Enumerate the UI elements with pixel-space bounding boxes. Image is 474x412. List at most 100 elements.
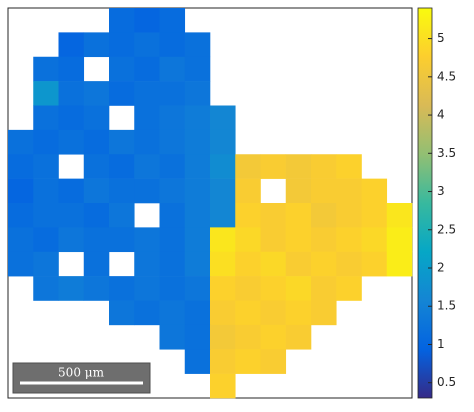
cell	[210, 251, 236, 277]
cell	[134, 251, 160, 277]
cell	[210, 373, 236, 399]
cell	[336, 178, 362, 204]
cell	[83, 178, 110, 204]
cell	[109, 276, 135, 301]
cell	[33, 154, 59, 179]
cell	[336, 227, 362, 253]
cell	[210, 129, 236, 155]
cell	[134, 300, 160, 326]
cell	[83, 105, 110, 131]
cell	[386, 203, 413, 228]
cell	[184, 203, 211, 228]
cell	[134, 81, 160, 106]
cell	[159, 324, 186, 350]
cell	[134, 105, 160, 131]
colorbar-tick-label: 4.5	[437, 69, 456, 83]
cell	[184, 178, 211, 204]
cell	[33, 251, 59, 277]
cell	[58, 105, 85, 131]
cell	[83, 81, 110, 106]
cell	[184, 81, 211, 106]
cell	[8, 227, 34, 253]
cell	[235, 227, 261, 253]
cell	[134, 154, 160, 179]
cell	[109, 154, 135, 179]
cell	[311, 154, 337, 179]
cell	[336, 203, 362, 228]
cell	[8, 178, 34, 204]
cell	[210, 324, 236, 350]
cell	[235, 300, 261, 326]
cell	[285, 203, 312, 228]
cell	[361, 203, 388, 228]
cell	[58, 56, 85, 82]
cell	[361, 227, 388, 253]
cell	[58, 32, 85, 58]
cell	[260, 324, 287, 350]
cell	[184, 300, 211, 326]
cell	[134, 227, 160, 253]
cell	[260, 276, 287, 301]
cell	[159, 129, 186, 155]
cell	[184, 56, 211, 82]
cell	[33, 227, 59, 253]
cell	[336, 154, 362, 179]
cell	[109, 56, 135, 82]
colorbar-tick-label: 5	[437, 31, 445, 45]
cell	[109, 203, 135, 228]
cell	[58, 81, 85, 106]
cell	[33, 56, 59, 82]
cell	[260, 300, 287, 326]
cell	[159, 276, 186, 301]
cell	[8, 154, 34, 179]
cell	[83, 203, 110, 228]
cell	[260, 349, 287, 374]
cell	[184, 154, 211, 179]
cell	[285, 324, 312, 350]
cell	[83, 154, 110, 179]
cell	[184, 324, 211, 350]
cell	[311, 276, 337, 301]
cell	[159, 203, 186, 228]
cell	[285, 300, 312, 326]
cell	[184, 276, 211, 301]
cell	[109, 81, 135, 106]
cell	[184, 227, 211, 253]
cell	[184, 105, 211, 131]
cell	[33, 81, 59, 106]
cell	[235, 203, 261, 228]
cell	[8, 203, 34, 228]
colorbar-tick-label: 2	[437, 261, 445, 275]
cell	[109, 129, 135, 155]
cell	[336, 251, 362, 277]
cell	[159, 300, 186, 326]
cell	[159, 178, 186, 204]
cell	[336, 276, 362, 301]
cell	[386, 227, 413, 253]
cell	[109, 8, 135, 33]
cell	[361, 178, 388, 204]
scale-bar-box	[12, 362, 151, 394]
cell	[159, 81, 186, 106]
cell	[83, 276, 110, 301]
cell	[159, 56, 186, 82]
cell	[210, 349, 236, 374]
cell	[184, 129, 211, 155]
cell	[260, 154, 287, 179]
cell	[260, 251, 287, 277]
cell	[235, 251, 261, 277]
cell	[58, 129, 85, 155]
cell	[210, 276, 236, 301]
cell	[134, 8, 160, 33]
cell	[134, 56, 160, 82]
cell	[260, 203, 287, 228]
cell	[285, 251, 312, 277]
cell	[311, 251, 337, 277]
cell	[210, 227, 236, 253]
cell	[285, 227, 312, 253]
colorbar-tick-label: 3.5	[437, 146, 456, 160]
colorbar-tick-label: 2.5	[437, 222, 456, 236]
cell	[285, 276, 312, 301]
colorbar-tick-label: 1.5	[437, 299, 456, 313]
cell	[83, 32, 110, 58]
